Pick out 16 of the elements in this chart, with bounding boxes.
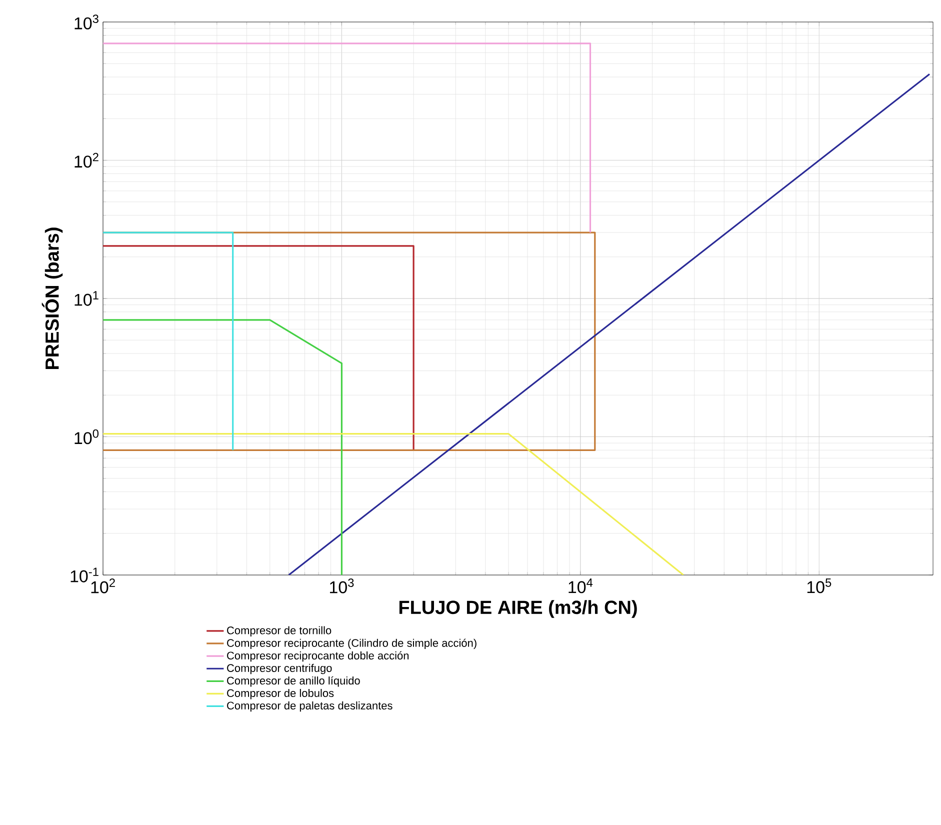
y-tick-label: 10$^{3}$ [74, 14, 98, 30]
x-tick-label: 10$^{3}$ [330, 578, 354, 594]
legend-label: Compresor de paletas deslizantes [227, 701, 392, 712]
legend-label: Compresor reciprocante (Cilindro de simple acción) [227, 638, 476, 650]
legend-label: Compresor de lobulos [227, 688, 334, 700]
x-tick-label: 10$^{4}$ [568, 578, 593, 594]
y-tick-label: 10$^{1}$ [74, 291, 98, 306]
y-tick-label: 10$^{2}$ [74, 152, 98, 168]
legend-label: Compresor de tornillo [227, 626, 332, 636]
x-tick-label: 10$^{5}$ [807, 578, 832, 594]
y-tick-label: 10$^{0}$ [74, 429, 99, 444]
legend-label: Compresor de anillo líquido [227, 676, 360, 687]
legend-label: Compresor centrifugo [227, 664, 332, 674]
x-axis-title: FLUJO DE AIRE (m3/h CN) [399, 600, 637, 618]
y-axis-title: PRESIÓN (bars) [42, 228, 63, 370]
legend-label: Compresor reciprocante doble acción [227, 651, 409, 662]
